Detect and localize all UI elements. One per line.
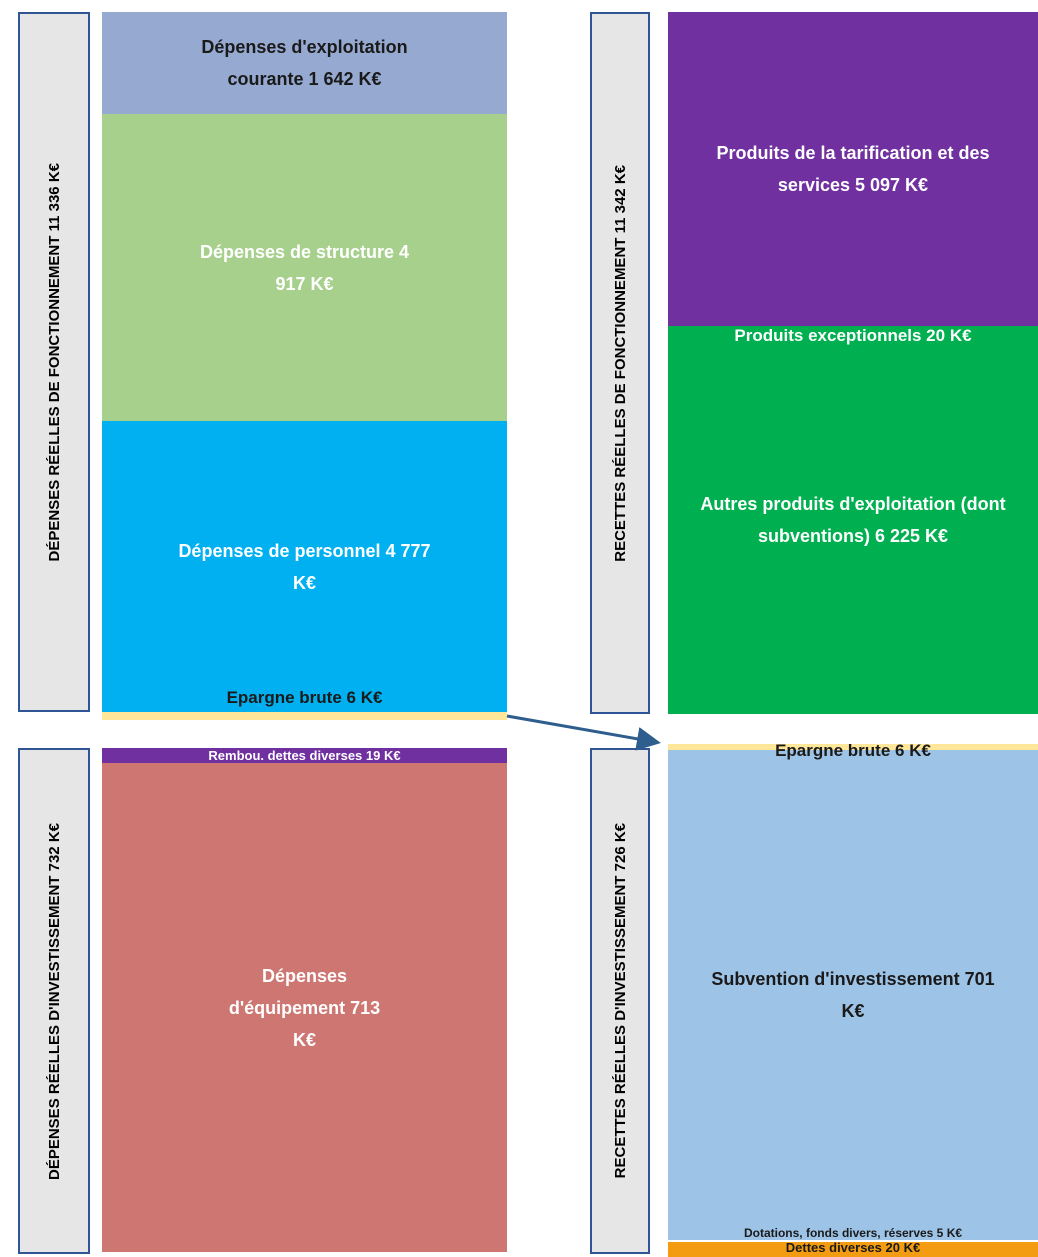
block: Dépenses de structure 4 917 K€ (102, 114, 507, 421)
block-text: Dépenses de personnel 4 777 K€ (178, 540, 431, 593)
block-text: Dotations, fonds divers, réserves 5 K€ (743, 1226, 963, 1240)
block-text: Autres produits d'exploitation (dont sub… (700, 494, 1006, 546)
block-text: Subvention d'investissement 701 K€ (711, 969, 995, 1021)
block: Dépenses d'exploitation courante 1 642 K… (102, 12, 507, 114)
block: Autres produits d'exploitation (dont sub… (668, 326, 1038, 714)
strip (668, 744, 1038, 750)
side-label: DÉPENSES RÉELLES DE FONCTIONNEMENT 11 33… (18, 12, 90, 712)
block-text: Dépenses d'équipement 713 K€ (228, 965, 381, 1050)
arrow (506, 714, 661, 751)
block-text: Dépenses d'exploitation courante 1 642 K… (201, 37, 408, 89)
block: Produits de la tarification et des servi… (668, 12, 1038, 326)
side-label: RECETTES RÉELLES D'INVESTISSEMENT 726 K€ (590, 748, 650, 1254)
block-text: Epargne brute 6 K€ (775, 741, 931, 760)
block-text: Rembou. dettes diverses 19 K€ (208, 748, 401, 763)
block: Dépenses de personnel 4 777 K€ (102, 421, 507, 712)
strip (102, 748, 507, 763)
block-text: Dettes diverses 20 K€ (785, 1242, 921, 1255)
strip: Dettes diverses 20 K€ (668, 1242, 1038, 1257)
strip (102, 712, 507, 720)
block-text: Produits de la tarification et des servi… (716, 143, 990, 195)
block: Dépenses d'équipement 713 K€ (102, 763, 507, 1252)
side-label: DÉPENSES RÉELLES D'INVESTISSEMENT 732 K€ (18, 748, 90, 1254)
block: Subvention d'investissement 701 K€ (668, 750, 1038, 1240)
block-text: Epargne brute 6 K€ (226, 688, 383, 707)
side-label: RECETTES RÉELLES DE FONCTIONNEMENT 11 34… (590, 12, 650, 714)
block-text: Dépenses de structure 4 917 K€ (199, 241, 410, 294)
block-text: Produits exceptionnels 20 K€ (734, 326, 972, 345)
